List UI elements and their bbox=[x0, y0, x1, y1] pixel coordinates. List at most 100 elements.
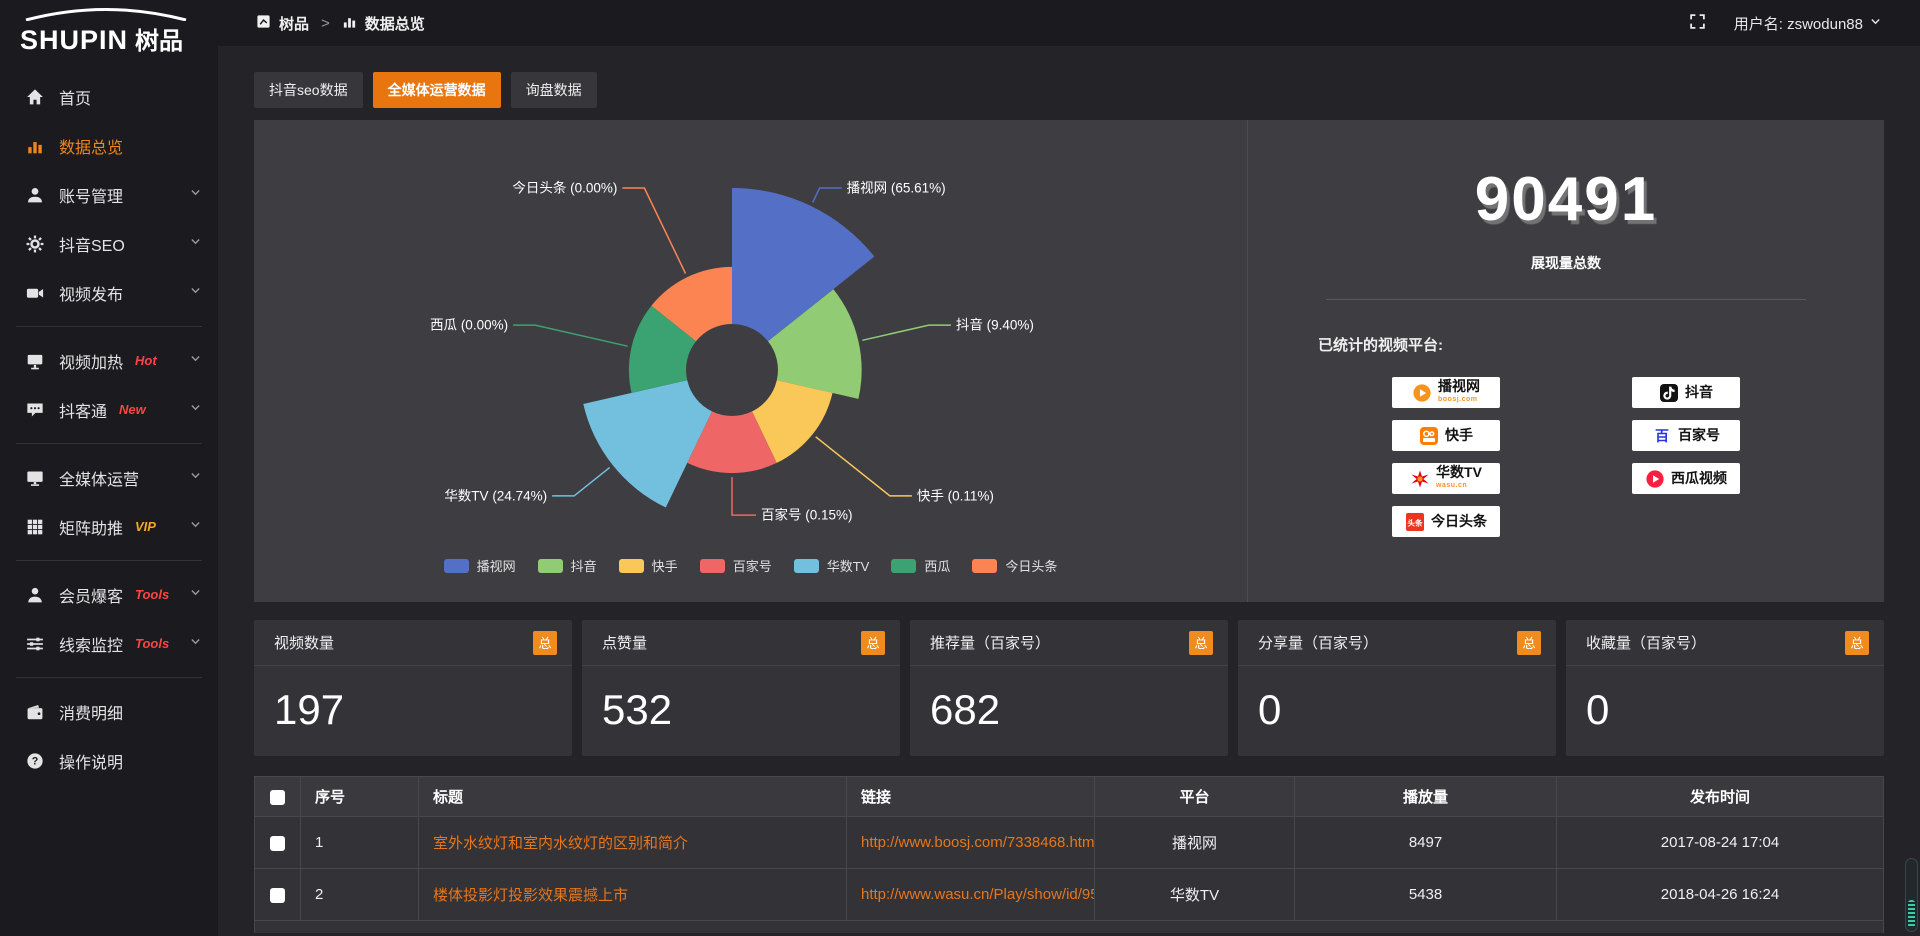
video-camera-icon bbox=[26, 288, 44, 298]
legend-swatch bbox=[537, 558, 563, 573]
pie-slice-抖音[interactable] bbox=[768, 289, 862, 399]
pie-slice-播视网[interactable] bbox=[732, 188, 875, 342]
logo-arc bbox=[25, 8, 187, 21]
sidebar-item-会员爆客[interactable]: 会员爆客 Tools bbox=[0, 570, 218, 619]
legend-swatch bbox=[699, 558, 725, 573]
legend-item-今日头条[interactable]: 今日头条 bbox=[972, 556, 1057, 575]
chevron-down-icon bbox=[1871, 18, 1880, 24]
chevron-down-icon bbox=[191, 472, 200, 478]
sidebar-item-label: 数据总览 bbox=[59, 139, 124, 157]
legend-label: 快手 bbox=[651, 559, 678, 574]
logo-text-cn: 树品 bbox=[135, 28, 184, 55]
grid-icon bbox=[27, 519, 43, 534]
kuaishou-logo bbox=[1420, 426, 1438, 445]
sidebar-item-label: 矩阵助推 bbox=[59, 520, 124, 538]
legend-swatch bbox=[793, 558, 819, 573]
legend-item-快手[interactable]: 快手 bbox=[618, 556, 678, 575]
pie-leader-line bbox=[552, 467, 611, 497]
sidebar-item-抖音SEO[interactable]: 抖音SEO bbox=[0, 219, 218, 268]
column-header-链接: 链接 bbox=[846, 776, 1095, 817]
svg-text:头条: 头条 bbox=[1407, 517, 1423, 527]
sidebar-item-操作说明[interactable]: ? 操作说明 bbox=[0, 736, 218, 785]
overview-panel: 播视网 (65.61%) 抖音 (9.40%) 快手 (0.11%) 百家号 (0.1… bbox=[254, 120, 1884, 602]
pie-slice-今日头条[interactable] bbox=[651, 266, 732, 342]
row-checkbox[interactable] bbox=[270, 887, 285, 903]
column-header-标题: 标题 bbox=[418, 776, 847, 817]
legend-swatch bbox=[618, 558, 644, 573]
breadcrumb-current[interactable]: 数据总览 bbox=[364, 15, 425, 33]
sidebar-item-矩阵助推[interactable]: 矩阵助推 VIP bbox=[0, 502, 218, 551]
fullscreen-icon[interactable] bbox=[1689, 13, 1706, 30]
cell-time: 2017-08-24 17:04 bbox=[1556, 816, 1884, 869]
row-checkbox[interactable] bbox=[270, 835, 285, 851]
tab-询盘数据[interactable]: 询盘数据 bbox=[510, 72, 597, 108]
main-content: 抖音seo数据 全媒体运营数据 询盘数据 播视网 (65.61%) 抖音 (9.40%… bbox=[218, 46, 1920, 936]
legend-item-抖音[interactable]: 抖音 bbox=[537, 556, 597, 575]
total-badge: 总 bbox=[861, 630, 885, 655]
bar-chart-icon bbox=[343, 17, 355, 28]
cell-url-link[interactable]: http://www.boosj.com/7338468.html bbox=[846, 816, 1095, 869]
cell-title-link[interactable]: 室外水纹灯和室内水纹灯的区别和简介 bbox=[418, 816, 847, 869]
summary-divider bbox=[1326, 299, 1806, 300]
legend-item-华数TV[interactable]: 华数TV bbox=[793, 556, 870, 575]
legend-item-播视网[interactable]: 播视网 bbox=[443, 556, 516, 575]
column-header-播放量: 播放量 bbox=[1294, 776, 1557, 817]
cell-plays: 5438 bbox=[1294, 868, 1557, 921]
pie-slice-快手[interactable] bbox=[752, 380, 833, 463]
sliders-icon bbox=[27, 637, 43, 650]
sidebar-item-badge: VIP bbox=[135, 519, 156, 534]
cell-url-link[interactable]: http://www.wasu.cn/Play/show/id/952... bbox=[846, 868, 1095, 921]
cell-platform: 华数TV bbox=[1094, 868, 1295, 921]
stat-card-点赞量: 点赞量 总 532 bbox=[582, 620, 900, 756]
sidebar-item-首页[interactable]: 首页 bbox=[0, 72, 218, 121]
total-badge: 总 bbox=[1845, 630, 1869, 655]
sidebar-item-数据总览[interactable]: 数据总览 bbox=[0, 121, 218, 170]
chevron-down-icon bbox=[191, 355, 200, 361]
help-icon: ? bbox=[27, 752, 43, 769]
sidebar-item-label: 操作说明 bbox=[59, 754, 124, 772]
platform-caption: boosj.com bbox=[1438, 395, 1478, 403]
tab-全媒体运营数据[interactable]: 全媒体运营数据 bbox=[372, 72, 501, 108]
legend-item-百家号[interactable]: 百家号 bbox=[699, 556, 772, 575]
sidebar-item-badge: Tools bbox=[135, 636, 170, 651]
select-all-checkbox[interactable] bbox=[270, 789, 285, 805]
pie-slice-华数TV[interactable] bbox=[583, 380, 712, 508]
fullscreen-icon[interactable] bbox=[1689, 13, 1706, 34]
legend-label: 今日头条 bbox=[1005, 559, 1058, 574]
sidebar-item-抖客通[interactable]: 抖客通 New bbox=[0, 385, 218, 434]
videos-table: 序号 标题 链接 平台 播放量 发布时间 1 室外水纹灯和室内水纹灯的区别和简介 http:/… bbox=[254, 776, 1884, 933]
column-header-平台: 平台 bbox=[1094, 776, 1295, 817]
sidebar-item-视频加热[interactable]: 视频加热 Hot bbox=[0, 336, 218, 385]
username-label: 用户名: zswodun88 bbox=[1733, 15, 1863, 33]
user-menu[interactable]: 用户名: zswodun88 bbox=[1734, 13, 1882, 34]
sidebar-item-视频发布[interactable]: 视频发布 bbox=[0, 268, 218, 317]
tab-抖音seo数据[interactable]: 抖音seo数据 bbox=[254, 72, 363, 108]
sidebar-item-全媒体运营[interactable]: 全媒体运营 bbox=[0, 453, 218, 502]
pie-slice-西瓜[interactable] bbox=[628, 305, 696, 393]
breadcrumb-root[interactable]: 树品 bbox=[279, 15, 310, 33]
pie-slice-百家号[interactable] bbox=[687, 411, 777, 474]
chevron-down-icon bbox=[1869, 15, 1882, 32]
legend-label: 抖音 bbox=[570, 559, 597, 574]
cell-title-link[interactable]: 楼体投影灯投影效果震撼上市 bbox=[418, 868, 847, 921]
toutiao-logo: 头条 bbox=[1406, 512, 1424, 531]
breadcrumb-separator: > bbox=[321, 14, 330, 32]
pie-label: 今日头条 (0.00%) bbox=[512, 180, 617, 196]
sidebar-item-badge: New bbox=[119, 402, 146, 417]
table-row: 1 室外水纹灯和室内水纹灯的区别和简介 http://www.boosj.com/7… bbox=[254, 816, 1884, 869]
platform-badge-播视网: 播视网 boosj.com bbox=[1392, 377, 1500, 408]
pie-leader-line bbox=[812, 187, 842, 203]
sidebar-divider bbox=[16, 443, 202, 444]
sidebar-item-账号管理[interactable]: 账号管理 bbox=[0, 170, 218, 219]
sidebar-item-label: 视频加热 bbox=[59, 354, 124, 372]
sidebar-item-线索监控[interactable]: 线索监控 Tools bbox=[0, 619, 218, 668]
legend-item-西瓜[interactable]: 西瓜 bbox=[891, 556, 950, 575]
svg-text:百: 百 bbox=[1655, 428, 1669, 444]
brand-logo[interactable]: SHUPIN 树品 bbox=[0, 0, 218, 58]
chevron-down-icon bbox=[191, 238, 200, 244]
stat-card-value: 0 bbox=[1586, 686, 1610, 733]
legend-label: 华数TV bbox=[826, 559, 870, 574]
douyin-logo bbox=[1660, 383, 1678, 402]
scrollbar-thumb[interactable] bbox=[1905, 858, 1918, 932]
sidebar-item-消费明细[interactable]: 消费明细 bbox=[0, 687, 218, 736]
